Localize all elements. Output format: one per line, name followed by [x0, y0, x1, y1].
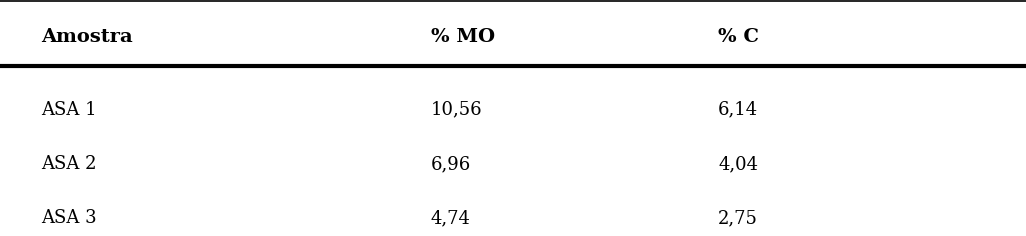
Text: % C: % C	[718, 28, 759, 46]
Text: 10,56: 10,56	[431, 101, 482, 119]
Text: 6,96: 6,96	[431, 155, 471, 173]
Text: ASA 2: ASA 2	[41, 155, 96, 173]
Text: % MO: % MO	[431, 28, 495, 46]
Text: 4,74: 4,74	[431, 209, 471, 227]
Text: Amostra: Amostra	[41, 28, 132, 46]
Text: 2,75: 2,75	[718, 209, 758, 227]
Text: ASA 1: ASA 1	[41, 101, 96, 119]
Text: ASA 3: ASA 3	[41, 209, 96, 227]
Text: 6,14: 6,14	[718, 101, 758, 119]
Text: 4,04: 4,04	[718, 155, 758, 173]
